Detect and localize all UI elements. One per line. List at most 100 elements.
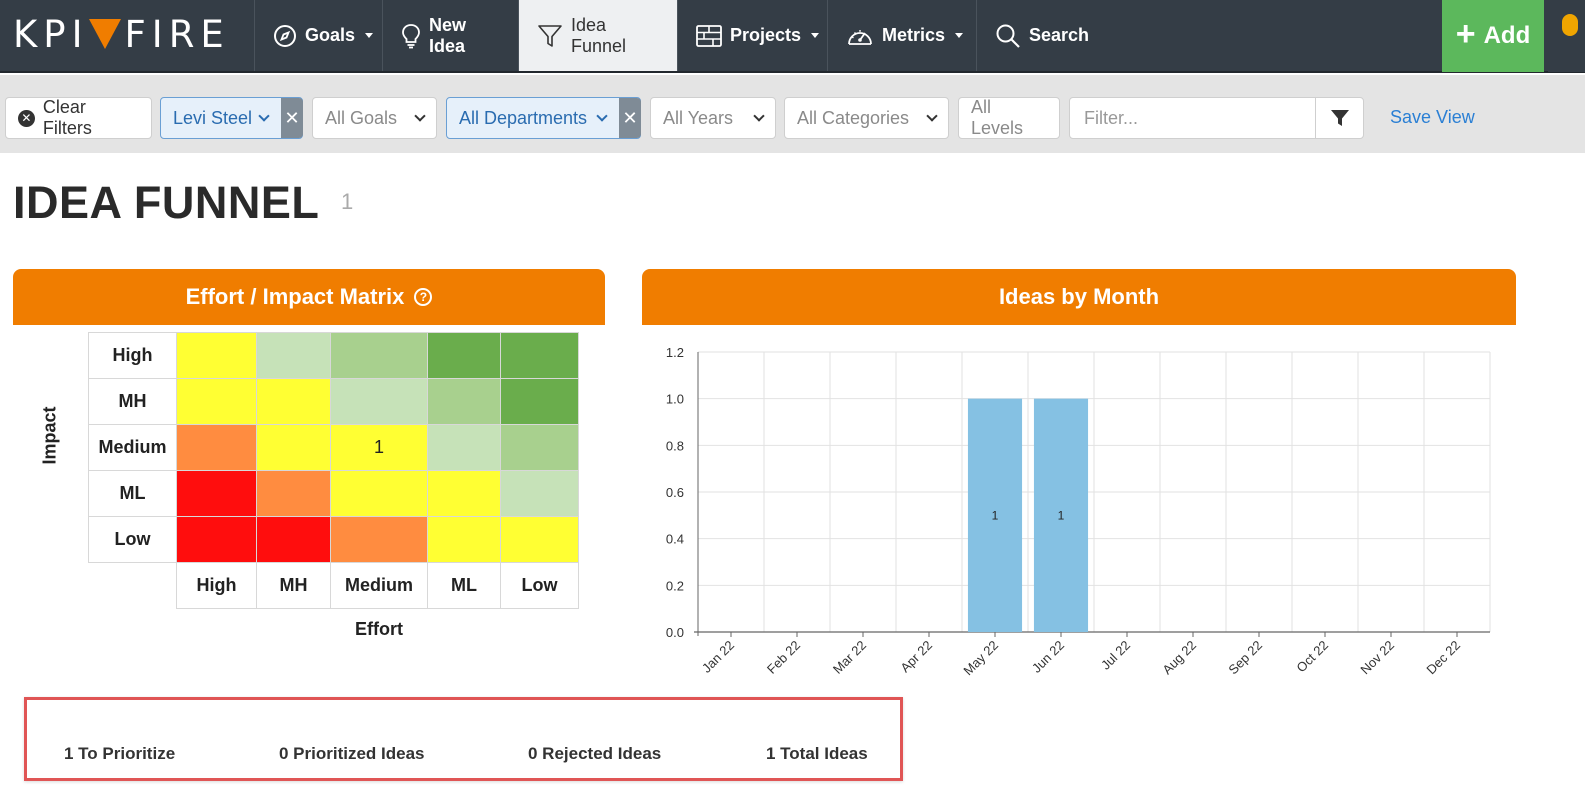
departments-filter-select[interactable]: All Departments ✕ <box>446 97 641 139</box>
matrix-cell[interactable] <box>500 424 579 471</box>
nav-projects[interactable]: Projects <box>677 0 827 71</box>
nav-metrics[interactable]: Metrics <box>827 0 976 71</box>
chevron-down-icon <box>955 33 964 38</box>
categories-filter-select[interactable]: All Categories <box>784 97 949 139</box>
logo-text-right: FIRE <box>124 12 230 56</box>
x-tick-label: Apr 22 <box>897 638 935 676</box>
matrix-cell[interactable] <box>256 378 331 425</box>
matrix-cell[interactable] <box>427 424 501 471</box>
chart-title: Ideas by Month <box>998 284 1160 309</box>
x-tick-label: Sep 22 <box>1225 638 1265 678</box>
goals-filter-select[interactable]: All Goals <box>312 97 437 139</box>
matrix-corner <box>89 563 177 609</box>
apply-filter-button[interactable] <box>1315 98 1363 138</box>
matrix-row: High <box>88 332 579 379</box>
nav-new-idea-label: New Idea <box>429 14 467 56</box>
x-tick-label: Feb 22 <box>764 638 803 677</box>
nav-idea-funnel[interactable]: Idea Funnel <box>518 0 677 71</box>
matrix-cell[interactable] <box>427 378 501 425</box>
x-tick-label: Aug 22 <box>1159 638 1199 678</box>
matrix-cell[interactable] <box>256 424 331 471</box>
matrix-cell[interactable] <box>176 332 257 379</box>
prioritized-ideas-count[interactable]: 0 Prioritized Ideas <box>279 744 425 763</box>
y-tick-label: 0.4 <box>666 532 684 547</box>
years-filter-select[interactable]: All Years <box>650 97 776 139</box>
idea-count: 1 <box>341 189 354 214</box>
goals-filter-value: All Goals <box>325 107 398 128</box>
chevron-down-icon <box>414 110 426 122</box>
matrix-cell[interactable] <box>330 378 428 425</box>
matrix-cell[interactable] <box>176 424 257 471</box>
matrix-cell[interactable] <box>500 378 579 425</box>
x-tick-label: Oct 22 <box>1293 638 1331 676</box>
matrix-cell[interactable] <box>256 516 331 563</box>
matrix-col-label: MH <box>256 562 331 609</box>
filter-bar: ✕ Clear Filters Levi Steel ✕ All Goals A… <box>0 75 1585 153</box>
nav-goals[interactable]: Goals <box>254 0 382 71</box>
chart-bar[interactable] <box>1033 398 1089 632</box>
matrix-cell[interactable] <box>500 332 579 379</box>
matrix-cell[interactable] <box>256 332 331 379</box>
save-view-link[interactable]: Save View <box>1390 107 1475 127</box>
matrix-cell[interactable] <box>176 378 257 425</box>
logo-text-left: KPI <box>13 12 89 56</box>
matrix-cell[interactable] <box>176 516 257 563</box>
help-icon[interactable]: ? <box>414 288 433 306</box>
matrix-cell[interactable] <box>500 470 579 517</box>
matrix-row: ML <box>88 470 579 517</box>
x-tick-label: Mar 22 <box>830 638 869 677</box>
add-button-label: Add <box>1483 22 1531 49</box>
to-prioritize-count[interactable]: 1 To Prioritize <box>64 744 176 763</box>
clear-departments-filter-icon[interactable]: ✕ <box>619 98 641 138</box>
nav-search[interactable]: Search <box>976 0 1096 71</box>
y-tick-label: 0.2 <box>666 578 684 593</box>
user-filter-select[interactable]: Levi Steel ✕ <box>160 97 303 139</box>
matrix-cell[interactable] <box>500 516 579 563</box>
chevron-down-icon <box>926 110 938 122</box>
compass-icon <box>274 24 296 47</box>
x-tick-label: Jul 22 <box>1098 638 1133 673</box>
matrix-cell[interactable]: 1 <box>330 424 428 471</box>
matrix-cell[interactable] <box>330 470 428 517</box>
matrix-cell[interactable] <box>427 516 501 563</box>
chart-panel-header: Ideas by Month <box>642 269 1516 325</box>
nav-search-label: Search <box>1029 25 1090 45</box>
chevron-down-icon <box>365 33 374 38</box>
matrix-cell[interactable] <box>427 332 501 379</box>
user-menu[interactable] <box>1548 0 1585 72</box>
x-tick-label: Nov 22 <box>1357 638 1397 678</box>
matrix-row-label: ML <box>88 470 177 517</box>
years-filter-value: All Years <box>663 107 734 128</box>
matrix-col-label: High <box>176 562 257 609</box>
chart-bar[interactable] <box>967 398 1023 632</box>
projects-icon <box>696 24 722 47</box>
levels-filter-select[interactable]: All Levels <box>958 97 1060 139</box>
nav-metrics-label: Metrics <box>882 25 946 45</box>
matrix-cell[interactable] <box>176 470 257 517</box>
total-ideas-count[interactable]: 1 Total Ideas <box>766 744 868 763</box>
idea-summary: 1 To Prioritize 0 Prioritized Ideas 0 Re… <box>24 697 903 781</box>
filter-text-box <box>1069 97 1364 139</box>
matrix-cell[interactable] <box>427 470 501 517</box>
add-button[interactable]: + Add <box>1442 0 1544 72</box>
matrix-panel-header: Effort / Impact Matrix ? <box>13 269 605 325</box>
clear-user-filter-icon[interactable]: ✕ <box>281 98 303 138</box>
nav-goals-label: Goals <box>305 25 356 45</box>
kpifire-logo[interactable]: KPI FIRE <box>13 12 230 56</box>
matrix-cell[interactable] <box>330 516 428 563</box>
nav-new-idea[interactable]: New Idea <box>382 0 518 71</box>
rejected-ideas-count[interactable]: 0 Rejected Ideas <box>528 744 662 763</box>
clear-filters-button[interactable]: ✕ Clear Filters <box>5 97 152 139</box>
matrix-cell[interactable] <box>256 470 331 517</box>
clear-filters-label: Clear Filters <box>42 97 92 138</box>
bar-data-label: 1 <box>1058 508 1065 522</box>
chevron-down-icon <box>811 33 820 38</box>
matrix-row: Medium 1 <box>88 424 579 471</box>
matrix-col-label: Medium <box>330 562 428 609</box>
chevron-down-icon <box>596 110 608 122</box>
y-tick-label: 0.6 <box>666 485 684 500</box>
matrix-cell[interactable] <box>330 332 428 379</box>
departments-filter-value: All Departments <box>459 107 588 128</box>
filter-input[interactable] <box>1070 98 1316 138</box>
ideas-by-month-chart: 0.0 0.2 0.4 0.6 0.8 1.0 1.2 Jan 22 Feb 22 Mar 22 A… <box>666 345 1491 678</box>
